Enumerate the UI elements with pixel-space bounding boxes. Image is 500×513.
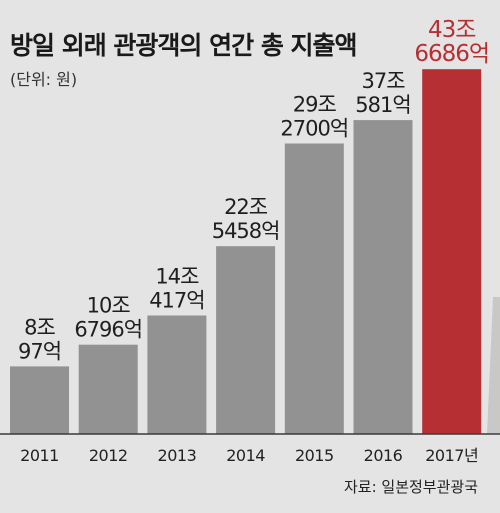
- value-label: 6686억: [414, 41, 489, 67]
- value-label: 97억: [18, 339, 61, 363]
- x-tick-label: 2016: [364, 446, 403, 465]
- bar-2013: [147, 315, 207, 434]
- value-label: 43조: [428, 17, 475, 43]
- x-tick-label: 2012: [89, 446, 128, 465]
- value-label: 5458억: [212, 219, 280, 243]
- value-label: 29조: [293, 93, 337, 117]
- x-tick-label: 2011: [20, 446, 59, 465]
- x-tick-label: 2017년: [425, 446, 478, 465]
- bar-2015: [284, 143, 344, 434]
- decorative-shape: [487, 297, 500, 434]
- value-label: 37조: [361, 69, 405, 93]
- value-label: 2700억: [280, 117, 348, 141]
- x-tick-label: 2015: [295, 446, 334, 465]
- value-label: 8조: [24, 315, 55, 339]
- value-label: 14조: [155, 265, 199, 289]
- x-tick-label: 2014: [226, 446, 265, 465]
- bar-2016: [353, 120, 413, 434]
- value-label: 10조: [87, 294, 131, 318]
- value-label: 581억: [355, 93, 410, 117]
- bar-2017: [422, 69, 482, 434]
- value-label: 417억: [149, 289, 204, 313]
- bar-2011: [10, 366, 69, 434]
- source-note: 자료: 일본정부관광국: [343, 478, 478, 496]
- unit-label: (단위: 원): [10, 70, 78, 89]
- value-label: 6796억: [74, 318, 142, 342]
- chart-title: 방일 외래 관광객의 연간 총 지출액: [10, 31, 358, 60]
- bar-2012: [78, 344, 138, 434]
- value-label: 22조: [224, 195, 268, 219]
- x-tick-label: 2013: [158, 446, 197, 465]
- bar-2014: [216, 246, 276, 434]
